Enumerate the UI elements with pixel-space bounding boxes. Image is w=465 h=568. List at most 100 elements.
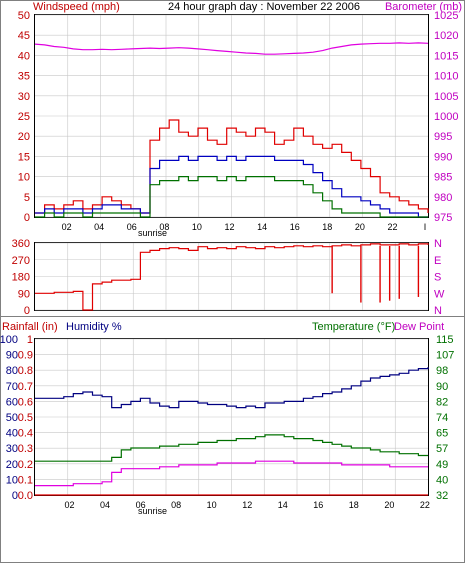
barometer-ytick: 1020 <box>434 30 458 42</box>
sunrise-label-bottom: sunrise <box>138 506 167 516</box>
direction-ytick: 90 <box>18 288 30 300</box>
direction-compass: W <box>434 288 445 300</box>
series-gust <box>35 119 429 214</box>
wind-ytick: 5 <box>24 192 30 204</box>
wind-xtick: 20 <box>355 222 365 232</box>
humidity-xtick: 16 <box>313 500 323 510</box>
wind-ytick: 45 <box>18 30 30 42</box>
series-barometer <box>34 42 429 55</box>
rainfall-ytick: 0.7 <box>18 381 33 393</box>
temperature-ytick: 32 <box>436 490 448 502</box>
rainfall-ytick: 0.5 <box>18 412 33 424</box>
direction-compass: N <box>434 238 442 250</box>
humidity-ytick: 20 <box>6 459 18 471</box>
rainfall-ylabel: Rainfall (in) <box>2 321 58 333</box>
humidity-ytick: 30 <box>6 443 18 455</box>
wind-xtick: 06 <box>127 222 137 232</box>
humidity-ytick: 10 <box>6 474 18 486</box>
wind-xtick: 04 <box>94 222 104 232</box>
direction-ytick: 270 <box>12 255 30 267</box>
wind-xtick: 02 <box>62 222 72 232</box>
barometer-ytick: 980 <box>434 192 452 204</box>
dewpoint-ylabel: Dew Point <box>394 321 444 333</box>
direction-compass: E <box>434 255 441 267</box>
humidity-ytick: 90 <box>6 350 18 362</box>
humidity-ytick: 0 <box>12 490 18 502</box>
rainfall-ytick: 0.3 <box>18 443 33 455</box>
rainfall-ytick: 0.9 <box>18 350 33 362</box>
temperature-ytick: 65 <box>436 428 448 440</box>
wind-xtick: 12 <box>225 222 235 232</box>
rainfall-ytick: 0.0 <box>18 490 33 502</box>
sunrise-label-top: sunrise <box>138 228 167 238</box>
humidity-xtick: 04 <box>100 500 110 510</box>
temperature-ylabel: Temperature (°F) <box>312 321 395 333</box>
direction-ytick: 0 <box>24 305 30 317</box>
direction-compass: N <box>434 305 442 317</box>
direction-ytick: 180 <box>12 272 30 284</box>
wind-ytick: 40 <box>18 50 30 62</box>
humidity-xtick: 12 <box>242 500 252 510</box>
temperature-ytick: 40 <box>436 474 448 486</box>
humidity-xtick: 20 <box>384 500 394 510</box>
temperature-ytick: 90 <box>436 381 448 393</box>
wind-ytick: 15 <box>18 151 30 163</box>
series-direction <box>35 243 429 311</box>
wind-xtick: I <box>424 222 427 232</box>
wind-xtick: 10 <box>192 222 202 232</box>
barometer-ytick: 1015 <box>434 50 458 62</box>
barometer-ytick: 985 <box>434 172 452 184</box>
temperature-ytick: 74 <box>436 412 448 424</box>
humidity-xtick: 06 <box>136 500 146 510</box>
rainfall-ytick: 0.8 <box>18 365 33 377</box>
direction-compass: S <box>434 272 441 284</box>
humidity-ytick: 40 <box>6 428 18 440</box>
series-dew_point <box>35 460 428 487</box>
temperature-ytick: 82 <box>436 396 448 408</box>
rainfall-ytick: 0.6 <box>18 396 33 408</box>
temperature-ytick: 49 <box>436 459 448 471</box>
barometer-ylabel: Barometer (mb) <box>385 1 462 13</box>
rainfall-ytick: 1 <box>27 334 33 346</box>
wind-ytick: 20 <box>18 131 30 143</box>
barometer-ytick: 1025 <box>434 10 458 22</box>
wind-ytick: 25 <box>18 111 30 123</box>
wind-xtick: 14 <box>257 222 267 232</box>
series-avg <box>35 155 428 218</box>
barometer-ytick: 1010 <box>434 71 458 83</box>
barometer-ytick: 975 <box>434 212 452 224</box>
humidity-xtick: 22 <box>420 500 430 510</box>
humidity-ytick: 70 <box>6 381 18 393</box>
wind-xtick: 08 <box>159 222 169 232</box>
humidity-xtick: 08 <box>171 500 181 510</box>
rainfall-ytick: 0.1 <box>18 474 33 486</box>
barometer-ytick: 1005 <box>434 91 458 103</box>
wind-ytick: 10 <box>18 172 30 184</box>
humidity-ylabel: Humidity % <box>66 321 122 333</box>
wind-ytick: 0 <box>24 212 30 224</box>
humidity-panel: 0 10 20 30 40 50 60 70 80 90 100 0.0 0.1 0.2 0.3 0.4 0.… <box>0 334 454 510</box>
wind-ytick: 35 <box>18 71 30 83</box>
rainfall-ytick: 0.2 <box>18 459 33 471</box>
barometer-ytick: 1000 <box>434 111 458 123</box>
wind-ytick: 30 <box>18 91 30 103</box>
humidity-xtick: 10 <box>207 500 217 510</box>
wind-ylabel: Windspeed (mph) <box>33 1 120 13</box>
humidity-ytick: 50 <box>6 412 18 424</box>
temperature-ytick: 115 <box>436 334 454 346</box>
series-temperature <box>35 434 428 462</box>
humidity-ytick: 80 <box>6 365 18 377</box>
wind-xtick: 22 <box>387 222 397 232</box>
temperature-ytick: 57 <box>436 443 448 455</box>
series-low <box>35 176 428 218</box>
humidity-ytick: 100 <box>0 334 18 346</box>
temperature-ytick: 98 <box>436 365 448 377</box>
barometer-ytick: 995 <box>434 131 452 143</box>
wind-xtick: 16 <box>290 222 300 232</box>
temperature-ytick: 107 <box>436 350 454 362</box>
series-humidity <box>35 367 429 409</box>
